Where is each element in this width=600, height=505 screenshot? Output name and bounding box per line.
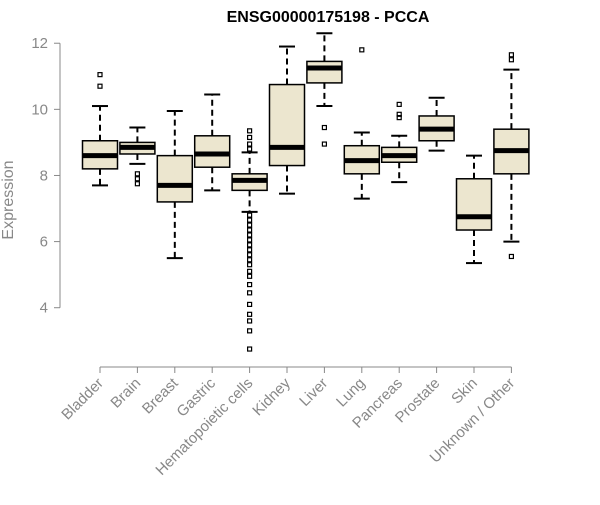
outlier-point <box>247 328 253 334</box>
y-tick-label: 12 <box>31 35 48 52</box>
outlier-point <box>134 181 140 187</box>
outlier-point <box>396 101 402 107</box>
box-group-breast <box>156 110 194 260</box>
x-tick-label: Liver <box>296 375 331 410</box>
outlier-point <box>396 111 402 117</box>
outlier-point <box>247 252 253 258</box>
outlier-point <box>247 290 253 296</box>
iqr-box <box>156 154 194 203</box>
x-tick-label: Kidney <box>249 374 294 419</box>
box-group-unknown-other <box>493 52 530 260</box>
outlier-point <box>321 124 327 131</box>
outlier-point <box>247 227 253 233</box>
outlier-point <box>247 318 253 324</box>
outlier-point <box>321 141 327 147</box>
axes-layer: 4 6 8 10 12 <box>31 35 512 373</box>
outlier-point <box>247 273 253 279</box>
y-tick-label: 8 <box>40 167 48 184</box>
outlier-point <box>247 222 253 228</box>
chart-title: ENSG00000175198 - PCCA <box>227 9 430 26</box>
box-group-gastric <box>193 93 231 192</box>
box-group-brain <box>119 126 156 187</box>
box-group-lung <box>343 47 381 200</box>
box-group-prostate <box>418 96 455 152</box>
outlier-point <box>247 257 253 263</box>
outlier-point <box>247 212 253 218</box>
outlier-point <box>508 57 514 63</box>
box-group-kidney <box>268 45 306 195</box>
outlier-point <box>134 171 140 177</box>
y-tick-label: 10 <box>31 101 48 118</box>
box-group-bladder <box>81 72 119 187</box>
outlier-point <box>97 83 103 89</box>
outlier-point <box>247 232 253 238</box>
y-tick-label: 6 <box>40 234 48 251</box>
outlier-point <box>134 176 140 182</box>
outlier-point <box>247 141 253 147</box>
outlier-point <box>247 128 253 134</box>
boxes-layer <box>81 32 530 352</box>
box-group-liver <box>306 32 343 147</box>
outlier-point <box>247 301 253 308</box>
box-group-pancreas <box>380 101 418 184</box>
box-group-hematopoietic-cells <box>231 128 268 352</box>
iqr-box <box>268 83 306 167</box>
iqr-box <box>455 178 493 231</box>
outlier-point <box>247 281 253 288</box>
outlier-point <box>247 237 253 243</box>
outlier-point <box>97 72 103 78</box>
box-group-skin <box>455 154 493 265</box>
outlier-point <box>247 146 253 152</box>
iqr-box <box>306 60 343 84</box>
outlier-point <box>396 115 402 121</box>
x-tick-label: Skin <box>448 375 481 408</box>
x-tick-label: Bladder <box>58 375 107 424</box>
outlier-point <box>508 253 514 260</box>
outlier-point <box>247 217 253 223</box>
outlier-point <box>247 134 253 141</box>
outlier-point <box>247 268 253 274</box>
y-axis-label: Expression <box>0 160 17 239</box>
outlier-point <box>359 47 365 53</box>
outlier-point <box>247 346 253 352</box>
y-tick-label: 4 <box>40 300 48 317</box>
outlier-point <box>247 311 253 317</box>
outlier-point <box>247 247 253 253</box>
outlier-point <box>247 262 253 268</box>
outlier-point <box>247 242 253 248</box>
outlier-point <box>508 52 514 58</box>
